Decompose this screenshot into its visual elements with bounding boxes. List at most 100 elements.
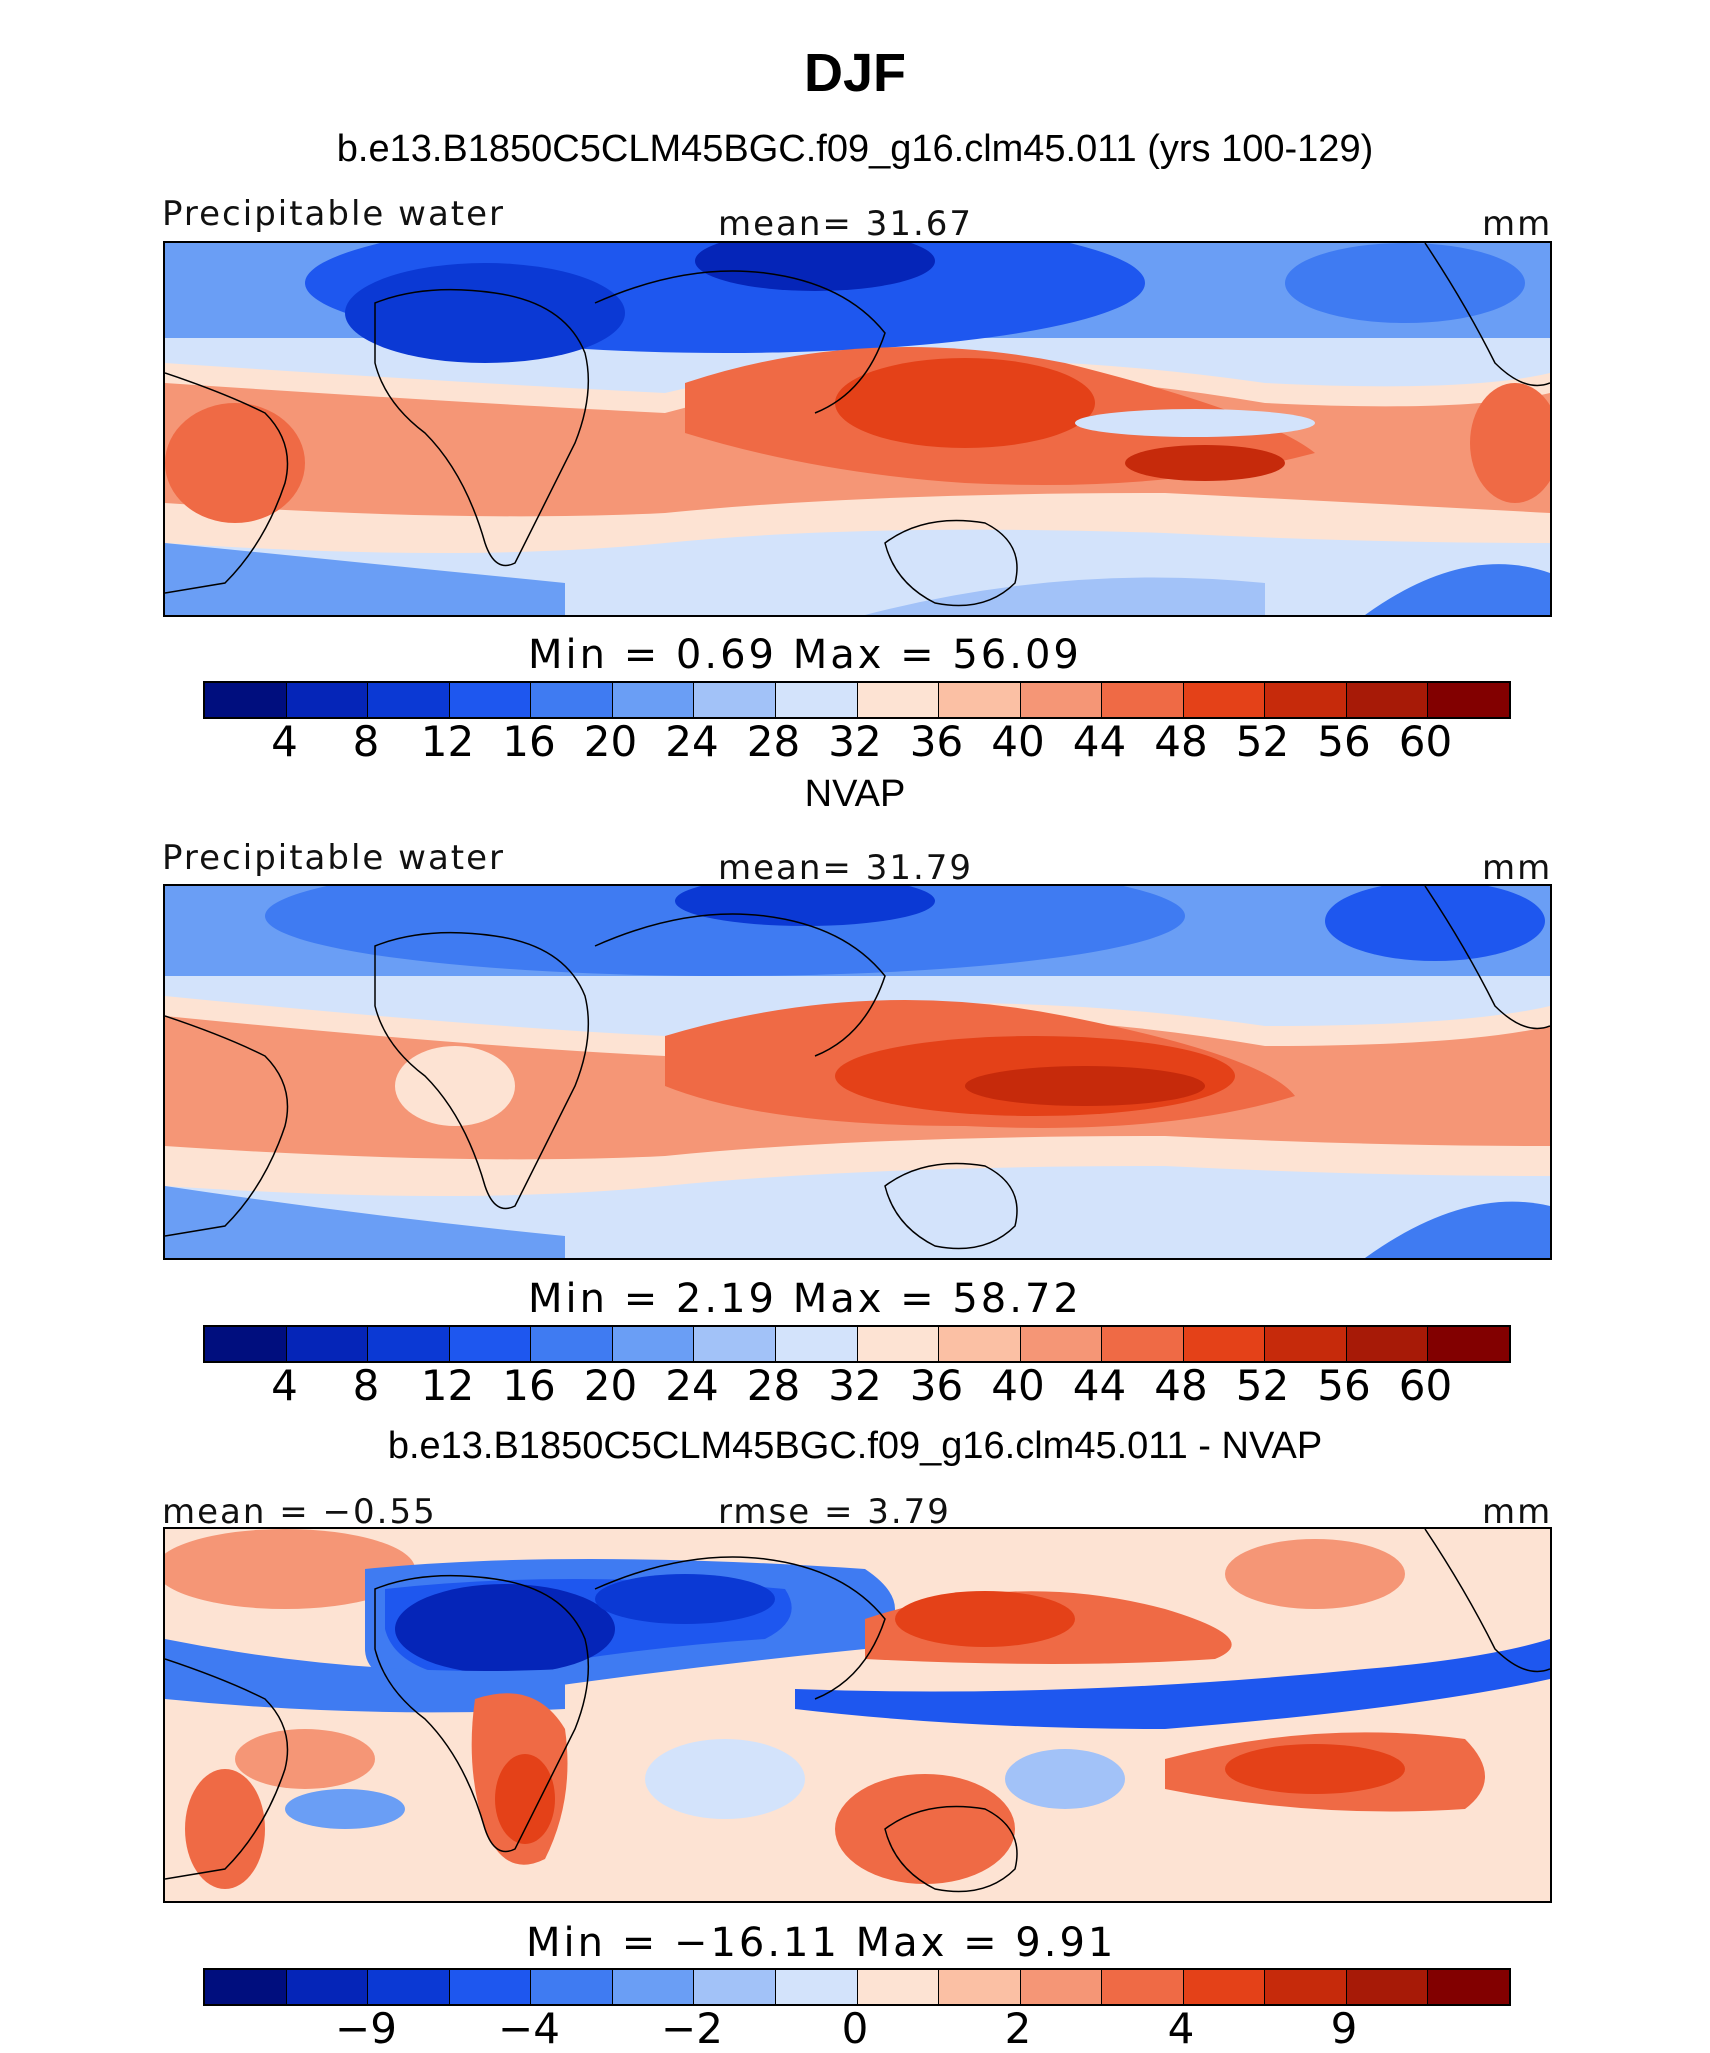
- colorbar-1-swatch: [857, 683, 940, 717]
- colorbar-3-swatch: [612, 1970, 695, 2004]
- colorbar-2-swatch: [939, 1327, 1021, 1361]
- colorbar-tick-label: 44: [1072, 1361, 1127, 1410]
- colorbar-2-swatch: [1346, 1327, 1429, 1361]
- colorbar-2-swatch: [775, 1327, 858, 1361]
- colorbar-tick-label: 4: [271, 717, 298, 766]
- colorbar-1-swatch: [531, 683, 613, 717]
- colorbar-2-swatch: [449, 1327, 532, 1361]
- colorbar-3-swatch: [449, 1970, 532, 2004]
- colorbar-3-swatch: [286, 1970, 369, 2004]
- colorbar-2-swatch: [612, 1327, 695, 1361]
- colorbar-1-swatch: [694, 683, 776, 717]
- colorbar-tick-label: 60: [1398, 1361, 1453, 1410]
- colorbar-3-swatch: [205, 1970, 287, 2004]
- colorbar-1-swatch: [775, 683, 858, 717]
- colorbar-tick-label: 28: [746, 717, 801, 766]
- colorbar-tick-label: 36: [909, 1361, 964, 1410]
- colorbar-tick-label: 56: [1317, 1361, 1371, 1410]
- colorbar-3-swatch: [1183, 1970, 1266, 2004]
- colorbar-2-swatch: [694, 1327, 776, 1361]
- panel-1-map: [163, 241, 1552, 617]
- colorbar-2-swatch: [1428, 1327, 1509, 1361]
- colorbar-tick-label: 28: [746, 1361, 801, 1410]
- panel-3-units-label: mm: [1482, 1492, 1553, 1532]
- panel-2-mean-label: mean= 31.79: [718, 848, 974, 888]
- panel-2-units-label: mm: [1482, 848, 1553, 888]
- panel-3-title: b.e13.B1850C5CLM45BGC.f09_g16.clm45.011 …: [387, 1425, 1323, 1467]
- colorbar-2-swatch: [531, 1327, 613, 1361]
- colorbar-tick-label: 40: [991, 1361, 1045, 1410]
- colorbar-tick-label: 12: [420, 1361, 475, 1410]
- colorbar-tick-label: 60: [1398, 717, 1453, 766]
- colorbar-tick-label: 48: [1154, 717, 1208, 766]
- colorbar-1-swatch: [1265, 683, 1347, 717]
- colorbar-tick-label: 24: [665, 717, 719, 766]
- colorbar-1-swatch: [205, 683, 287, 717]
- panel-1-colorbar: [203, 681, 1511, 719]
- panel-2-minmax: Min = 2.19 Max = 58.72: [528, 1276, 1082, 1322]
- colorbar-tick-label: 2: [1004, 2004, 1032, 2053]
- colorbar-tick-label: 12: [420, 717, 475, 766]
- colorbar-1-swatch: [1102, 683, 1184, 717]
- colorbar-1-swatch: [939, 683, 1021, 717]
- panel-2-title: NVAP: [804, 773, 906, 815]
- colorbar-tick-label: 0: [841, 2004, 869, 2053]
- colorbar-1-swatch: [1346, 683, 1429, 717]
- colorbar-3-swatch: [1346, 1970, 1429, 2004]
- colorbar-tick-label: −9: [335, 2004, 397, 2053]
- colorbar-2-swatch: [857, 1327, 940, 1361]
- colorbar-2-swatch: [286, 1327, 369, 1361]
- colorbar-tick-label: 9: [1330, 2004, 1358, 2053]
- panel-3-contour-field: [165, 1529, 1550, 1901]
- colorbar-3-swatch: [857, 1970, 940, 2004]
- panel-3-minmax: Min = −16.11 Max = 9.91: [526, 1920, 1117, 1966]
- colorbar-2-swatch: [1265, 1327, 1347, 1361]
- colorbar-1-swatch: [368, 683, 450, 717]
- panel-1-mean-label: mean= 31.67: [718, 204, 974, 244]
- colorbar-tick-label: 4: [271, 1361, 298, 1410]
- colorbar-1-swatch: [612, 683, 695, 717]
- colorbar-tick-label: 44: [1072, 717, 1127, 766]
- colorbar-3-swatch: [1102, 1970, 1184, 2004]
- colorbar-tick-label: 20: [583, 717, 638, 766]
- panel-2-map: [163, 884, 1552, 1260]
- colorbar-2-swatch: [1102, 1327, 1184, 1361]
- colorbar-tick-label: −2: [661, 2004, 723, 2053]
- colorbar-tick-label: 48: [1154, 1361, 1208, 1410]
- colorbar-tick-label: 8: [352, 1361, 380, 1410]
- colorbar-tick-label: 20: [583, 1361, 638, 1410]
- colorbar-tick-label: 32: [828, 717, 882, 766]
- colorbar-tick-label: 24: [665, 1361, 719, 1410]
- panel-1-contour-field: [165, 243, 1550, 615]
- colorbar-tick-label: 16: [502, 1361, 556, 1410]
- panel-3-rmse-label: rmse = 3.79: [718, 1492, 951, 1532]
- colorbar-tick-label: 40: [991, 717, 1045, 766]
- colorbar-3-swatch: [939, 1970, 1021, 2004]
- panel-1-variable-label: Precipitable water: [162, 194, 506, 234]
- colorbar-3-swatch: [531, 1970, 613, 2004]
- colorbar-3-swatch: [1265, 1970, 1347, 2004]
- figure-title: DJF: [803, 43, 906, 103]
- panel-3-map: [163, 1527, 1552, 1903]
- colorbar-tick-label: 32: [828, 1361, 882, 1410]
- colorbar-tick-label: 52: [1235, 1361, 1290, 1410]
- colorbar-tick-label: 8: [352, 717, 380, 766]
- colorbar-tick-label: −4: [498, 2004, 560, 2053]
- panel-1-minmax: Min = 0.69 Max = 56.09: [528, 632, 1082, 678]
- panel-2-contour-field: [165, 886, 1550, 1258]
- colorbar-2-swatch: [205, 1327, 287, 1361]
- colorbar-1-swatch: [1020, 683, 1103, 717]
- colorbar-tick-label: 16: [502, 717, 556, 766]
- panel-2-colorbar: [203, 1325, 1511, 1363]
- panel-2-variable-label: Precipitable water: [162, 838, 506, 878]
- colorbar-1-swatch: [1183, 683, 1266, 717]
- colorbar-3-swatch: [694, 1970, 776, 2004]
- colorbar-tick-label: 56: [1317, 717, 1371, 766]
- panel-1-units-label: mm: [1482, 204, 1553, 244]
- colorbar-1-swatch: [286, 683, 369, 717]
- panel-1-title: b.e13.B1850C5CLM45BGC.f09_g16.clm45.011 …: [336, 128, 1374, 170]
- colorbar-3-swatch: [775, 1970, 858, 2004]
- panel-3-mean-label: mean = −0.55: [162, 1492, 437, 1532]
- colorbar-1-swatch: [449, 683, 532, 717]
- colorbar-3-swatch: [1020, 1970, 1103, 2004]
